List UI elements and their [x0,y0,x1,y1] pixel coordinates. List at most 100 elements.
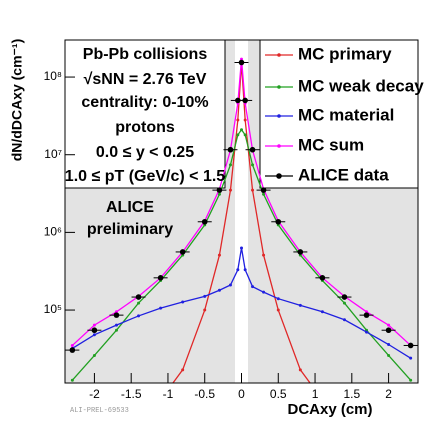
legend-marker [277,114,281,118]
y-tick-label: 10⁶ [44,225,62,239]
legend-marker [277,53,281,57]
x-axis-label: DCAxy (cm) [287,401,372,418]
data-point [262,253,266,257]
data-point [387,343,391,347]
preliminary-label: preliminary [87,221,173,238]
data-point [297,249,304,255]
data-point [341,294,348,300]
data-point [159,306,163,310]
data-point [113,312,120,318]
data-point [387,323,391,327]
y-tick-label: 10⁸ [44,69,62,83]
annotation: 1.0 ≤ pT (GeV/c) < 1.5 [65,168,226,185]
data-point [137,314,141,318]
data-point [243,133,247,137]
data-point [342,318,346,322]
x-tick-label: 0.5 [270,387,287,401]
data-point [115,417,118,420]
x-tick-label: 1 [312,387,319,401]
data-point [114,323,118,327]
legend-marker [276,173,282,179]
data-point [276,308,280,312]
data-point [320,310,324,314]
data-point [409,356,413,360]
data-point [385,327,392,334]
data-point [387,353,391,357]
data-point [181,368,185,372]
data-point [69,347,76,353]
x-tick-label: 0 [238,387,245,401]
legend-label: MC material [298,105,394,124]
data-point [409,378,413,382]
data-point [251,163,255,167]
data-point [236,133,240,137]
data-point [407,342,414,349]
legend-label: MC weak decay [298,76,424,95]
data-point [235,97,241,104]
data-point [249,146,256,153]
data-point [216,187,223,193]
legend-label: ALICE data [298,165,389,184]
y-tick-label: 10⁵ [44,302,62,316]
watermark: ALI-PREL-69533 [70,407,129,415]
legend-marker [277,144,281,148]
data-point [276,297,280,301]
data-point [137,410,140,413]
data-point [240,246,243,250]
data-point [137,301,141,305]
data-point [217,288,221,292]
data-point [363,312,370,318]
data-point [228,163,232,167]
legend-label: MC sum [298,135,364,154]
y-tick-label: 10⁷ [44,147,62,161]
data-point [135,294,142,300]
data-point [260,187,267,193]
data-point [228,188,232,192]
data-point [262,290,266,294]
data-point [240,128,243,132]
alice-label: ALICE [106,199,154,216]
x-tick-label: -1 [163,387,174,401]
data-point [227,146,234,153]
annotation: 0.0 ≤ y < 0.25 [96,144,194,161]
data-point [298,303,302,307]
y-axis-label: dN/dDCAxy (cm⁻¹) [9,39,25,162]
data-point [201,218,208,225]
data-point [92,323,96,327]
annotation: protons [115,119,175,136]
data-point [242,97,248,104]
legend-label: MC primary [298,44,392,63]
data-point [203,308,207,312]
info-box [64,39,226,189]
annotation: centrality: 0-10% [81,94,208,111]
data-point [114,328,118,332]
data-point [70,343,74,347]
data-point [203,294,207,298]
excluded-band [235,40,248,383]
x-tick-label: -2 [89,387,100,401]
data-point [236,268,240,272]
data-point [217,253,221,257]
data-point [181,300,185,304]
data-point [238,59,245,66]
data-point [179,249,186,255]
data-point [243,268,247,272]
data-point [92,353,96,357]
data-point [275,218,282,225]
x-tick-label: -0.5 [194,387,215,401]
data-point [262,192,266,196]
data-point [251,285,255,289]
data-point [342,301,346,305]
data-point [157,275,164,281]
data-point [228,283,232,287]
data-point [236,118,240,122]
data-point [217,192,221,196]
data-point [70,378,74,382]
annotation: √sNN = 2.76 TeV [84,71,207,88]
data-point [92,333,96,337]
data-point [91,327,98,334]
data-point [319,275,326,281]
data-point [251,188,255,192]
